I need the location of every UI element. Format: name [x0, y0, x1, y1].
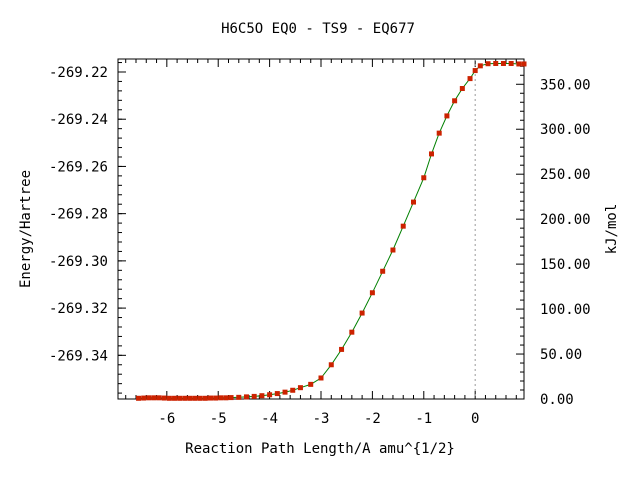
data-point	[141, 395, 147, 401]
data-point	[349, 329, 355, 335]
x-axis-label: Reaction Path Length/A amu^{1/2}	[185, 441, 455, 457]
y-tick-label: -269.28	[49, 207, 108, 223]
data-point	[500, 60, 506, 66]
data-point	[369, 290, 375, 296]
y-tick-label: -269.22	[49, 65, 108, 81]
y2-tick-label: 100.00	[540, 302, 591, 318]
x-tick-label: -5	[210, 411, 227, 427]
plot-frame	[117, 58, 525, 400]
data-point	[228, 395, 234, 401]
data-point	[421, 175, 427, 181]
data-point	[192, 395, 198, 401]
data-point	[282, 389, 288, 395]
y-axis-ticks: -269.22 -269.24 -269.26 -269.28 -269.30 -269.…	[49, 65, 126, 364]
y2-axis-label: kJ/mol	[604, 204, 620, 255]
data-point	[197, 395, 203, 401]
data-point	[136, 395, 142, 401]
data-point	[251, 393, 257, 399]
data-point	[459, 86, 465, 92]
y2-tick-label: 300.00	[540, 122, 591, 138]
data-point	[339, 346, 345, 352]
data-point	[208, 395, 214, 401]
y2-tick-label: 350.00	[540, 77, 591, 93]
y2-axis-ticks: 0.00 50.00 100.00 150.00 200.00 250.00 300.00 3…	[516, 77, 591, 408]
data-point	[521, 61, 527, 67]
data-point	[359, 310, 365, 316]
data-point	[308, 381, 314, 387]
data-point	[177, 395, 183, 401]
y-tick-label: -269.30	[49, 254, 108, 270]
data-point	[156, 395, 162, 401]
x-tick-label: -3	[313, 411, 330, 427]
data-point	[202, 395, 208, 401]
y-axis-label: Energy/Hartree	[18, 170, 34, 288]
data-point	[380, 268, 386, 274]
data-point	[236, 394, 242, 400]
y-tick-label: -269.34	[49, 348, 108, 364]
data-point	[472, 68, 478, 74]
data-point	[274, 391, 280, 397]
y2-tick-label: 250.00	[540, 167, 591, 183]
x-axis-ticks: -6 -5 -4 -3 -2 -1 0	[158, 59, 479, 427]
y-tick-label: -269.24	[49, 112, 108, 128]
data-point	[467, 76, 473, 82]
y2-tick-label: 50.00	[540, 347, 582, 363]
data-point	[218, 395, 224, 401]
data-point	[259, 393, 265, 399]
data-point	[166, 395, 172, 401]
data-point	[182, 395, 188, 401]
data-point	[444, 113, 450, 119]
y2-tick-label: 150.00	[540, 257, 591, 273]
minor-ticks	[118, 59, 524, 399]
data-point	[411, 199, 417, 205]
data-point	[328, 362, 334, 368]
data-point	[146, 395, 152, 401]
x-tick-label: -2	[364, 411, 381, 427]
y-tick-label: -269.26	[49, 159, 108, 175]
y2-tick-label: 200.00	[540, 212, 591, 228]
x-tick-label: -1	[415, 411, 432, 427]
data-point	[243, 394, 249, 400]
data-point	[436, 130, 442, 136]
data-point	[400, 223, 406, 229]
data-point	[493, 60, 499, 66]
data-point	[223, 395, 229, 401]
data-point	[452, 98, 458, 104]
y-tick-label: -269.32	[49, 301, 108, 317]
data-point	[477, 63, 483, 69]
data-point	[318, 375, 324, 381]
data-point	[516, 61, 522, 67]
data-point	[297, 385, 303, 391]
y2-tick-label: 0.00	[540, 392, 574, 408]
data-point	[213, 395, 219, 401]
data-point	[172, 395, 178, 401]
x-tick-label: -4	[261, 411, 278, 427]
chart-title: H6C5O EQ0 - TS9 - EQ677	[221, 21, 415, 37]
data-point	[290, 387, 296, 393]
data-point	[187, 395, 193, 401]
data-point	[151, 395, 157, 401]
x-tick-label: 0	[471, 411, 479, 427]
x-tick-label: -6	[158, 411, 175, 427]
data-point	[428, 151, 434, 157]
data-point	[267, 392, 273, 398]
data-point	[485, 61, 491, 67]
data-point	[161, 395, 167, 401]
data-point	[508, 60, 514, 66]
data-point	[390, 247, 396, 253]
energy-series	[136, 60, 527, 401]
energy-curve	[138, 63, 524, 399]
